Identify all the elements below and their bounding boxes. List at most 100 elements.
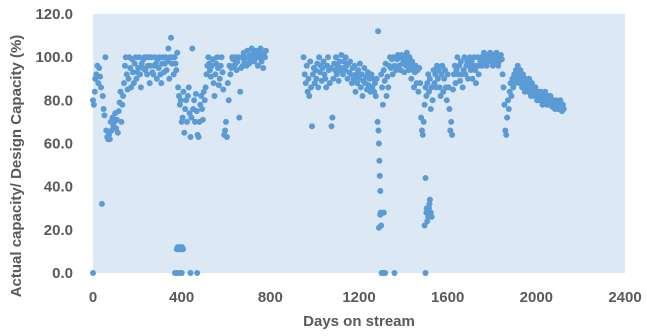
data-point — [416, 65, 423, 71]
data-point — [100, 106, 107, 112]
data-point — [103, 127, 110, 134]
data-point — [440, 88, 447, 95]
data-point — [315, 84, 322, 91]
data-point — [173, 67, 180, 74]
data-point — [441, 75, 448, 82]
data-point — [328, 123, 335, 130]
x-tick-label: 0 — [89, 289, 97, 306]
data-point — [557, 97, 564, 104]
data-point — [501, 101, 508, 108]
data-point — [127, 65, 134, 71]
data-point — [375, 140, 382, 147]
data-point — [185, 84, 192, 91]
data-point — [96, 65, 103, 71]
data-point — [118, 118, 125, 125]
data-point — [182, 106, 189, 112]
data-point — [202, 84, 209, 91]
data-point — [423, 205, 430, 212]
data-point — [302, 80, 309, 87]
data-point — [420, 118, 427, 125]
data-point — [356, 60, 363, 67]
data-point — [517, 67, 524, 74]
data-point — [175, 84, 182, 91]
data-point — [212, 71, 219, 78]
data-point — [98, 200, 105, 207]
data-point — [172, 60, 179, 67]
data-point — [163, 67, 170, 74]
data-point — [442, 67, 448, 74]
data-point — [137, 71, 143, 78]
data-point — [326, 80, 333, 87]
data-point — [351, 62, 358, 69]
data-point — [382, 270, 389, 276]
data-point — [146, 80, 153, 87]
data-point — [419, 131, 426, 138]
data-point — [133, 75, 140, 82]
data-point — [380, 209, 387, 216]
data-point — [120, 93, 127, 99]
data-point — [184, 118, 190, 125]
data-point — [316, 54, 323, 61]
data-point — [499, 71, 506, 78]
data-point — [384, 73, 391, 80]
data-point — [307, 58, 314, 65]
data-point — [215, 82, 222, 89]
data-point — [180, 88, 187, 95]
data-point — [357, 84, 364, 91]
x-axis-title: Days on stream — [303, 313, 415, 330]
data-point — [350, 75, 357, 82]
data-point — [179, 114, 186, 121]
data-point — [379, 101, 386, 108]
data-point — [375, 28, 382, 35]
data-point — [305, 75, 312, 82]
data-point — [309, 123, 315, 130]
x-tick-label: 2000 — [520, 289, 553, 306]
data-point — [560, 106, 567, 112]
data-point — [223, 134, 230, 140]
data-point — [344, 75, 351, 82]
data-point — [389, 71, 396, 78]
data-point — [210, 80, 217, 87]
data-point — [426, 196, 433, 203]
data-point — [211, 93, 218, 99]
data-point — [125, 75, 132, 82]
data-point — [428, 213, 435, 220]
data-point — [181, 129, 188, 136]
data-point — [352, 88, 359, 95]
data-point — [375, 127, 382, 134]
data-point — [373, 75, 380, 82]
data-point — [503, 131, 510, 138]
data-point — [422, 270, 429, 276]
y-tick-label: 60.0 — [44, 136, 73, 153]
data-point — [437, 93, 444, 99]
data-point — [452, 80, 459, 87]
data-point — [188, 114, 195, 121]
data-point — [467, 67, 474, 74]
data-point — [427, 106, 434, 112]
data-point — [251, 58, 258, 65]
data-point — [469, 75, 476, 82]
data-point — [457, 77, 464, 84]
data-point — [411, 84, 417, 91]
data-point — [174, 49, 181, 56]
data-point — [165, 45, 172, 52]
data-point — [90, 270, 96, 276]
data-point — [137, 84, 144, 91]
data-point — [195, 134, 202, 140]
data-point — [417, 80, 424, 87]
data-point — [115, 108, 122, 115]
data-point — [184, 93, 191, 99]
data-point — [393, 67, 400, 74]
data-point — [381, 77, 388, 84]
data-point — [508, 93, 515, 99]
data-point — [191, 97, 198, 104]
data-point — [448, 118, 455, 125]
data-point — [254, 62, 261, 69]
data-point — [505, 97, 511, 104]
data-point — [218, 54, 225, 61]
data-point — [333, 71, 340, 78]
data-point — [500, 84, 507, 91]
data-point — [438, 71, 445, 78]
data-point — [102, 54, 109, 61]
